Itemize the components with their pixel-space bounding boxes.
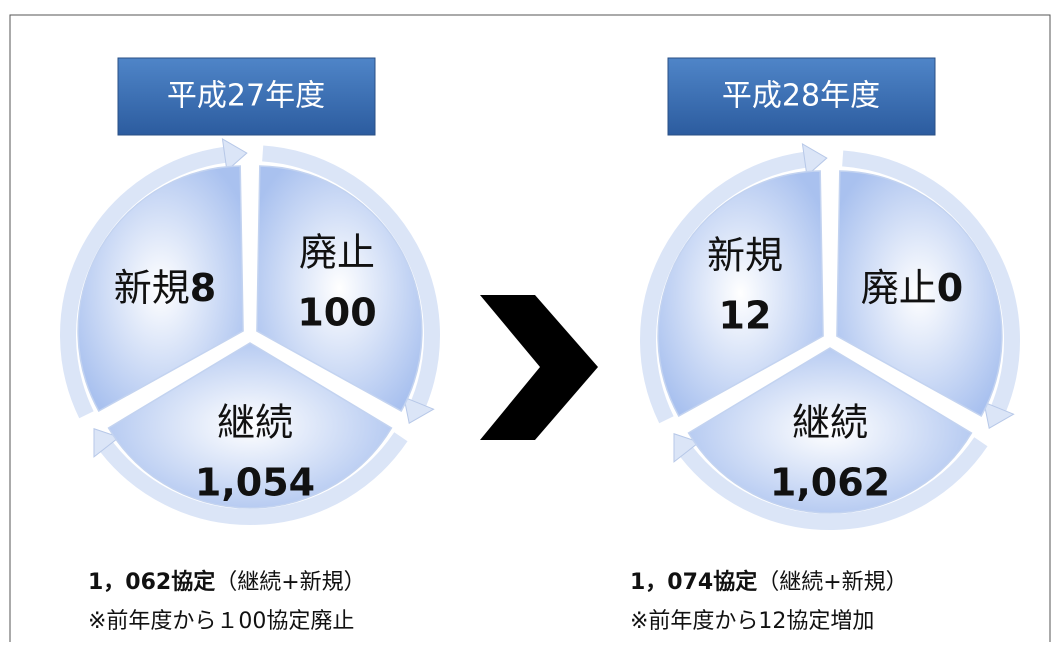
ring-arrowhead bbox=[221, 137, 248, 172]
note: ※前年度から１00協定廃止 bbox=[88, 609, 354, 634]
segment-label: 新規 bbox=[707, 234, 783, 278]
arrow bbox=[480, 295, 598, 440]
segment-shape bbox=[657, 170, 824, 418]
segment-value: 8 bbox=[190, 266, 216, 310]
total-note: （継続+新規） bbox=[757, 570, 907, 595]
segment-label: 継続 bbox=[217, 401, 293, 445]
summary: 1，074協定（継続+新規） bbox=[630, 569, 908, 595]
segment-label: 廃止 bbox=[861, 266, 937, 310]
segment-label: 継続 bbox=[792, 401, 868, 445]
segment-shape bbox=[687, 347, 973, 514]
header-box bbox=[117, 57, 376, 136]
note: ※前年度から12協定増加 bbox=[630, 609, 874, 634]
segment-shape bbox=[77, 165, 244, 413]
ring-arc bbox=[680, 437, 988, 530]
ring-arc bbox=[60, 146, 226, 419]
summary: 1，062協定（継続+新規） bbox=[88, 569, 366, 595]
total: 1，062協定 bbox=[88, 569, 215, 595]
ring-arc bbox=[842, 150, 1020, 412]
segment-label: 廃止 bbox=[299, 231, 375, 275]
segment: 廃止0 bbox=[861, 266, 963, 310]
ring-arc bbox=[262, 145, 440, 407]
frame bbox=[9, 14, 1051, 646]
ring-arc bbox=[100, 432, 408, 525]
panel-title: 平成28年度 bbox=[722, 79, 880, 114]
segment-value: 1,062 bbox=[770, 461, 890, 505]
total-note: （継続+新規） bbox=[215, 570, 365, 595]
segment: 新規8 bbox=[114, 266, 216, 310]
segment-value: 12 bbox=[719, 294, 772, 338]
segment-shape bbox=[836, 170, 1003, 418]
header-box bbox=[667, 57, 936, 136]
segment-value: 0 bbox=[937, 266, 963, 310]
segment-label: 新規 bbox=[114, 266, 190, 310]
segment-value: 1,054 bbox=[195, 461, 315, 505]
segment-value: 100 bbox=[297, 291, 376, 335]
ring-arrowhead bbox=[983, 401, 1015, 430]
panel-title: 平成27年度 bbox=[167, 79, 325, 114]
ring-arrowhead bbox=[801, 142, 828, 177]
shapes bbox=[60, 137, 1020, 530]
segment-shape bbox=[107, 342, 393, 509]
total: 1，074協定 bbox=[630, 569, 757, 595]
segment-shape bbox=[256, 165, 423, 413]
ring-arrowhead bbox=[403, 396, 435, 425]
ring-arc bbox=[640, 151, 806, 424]
